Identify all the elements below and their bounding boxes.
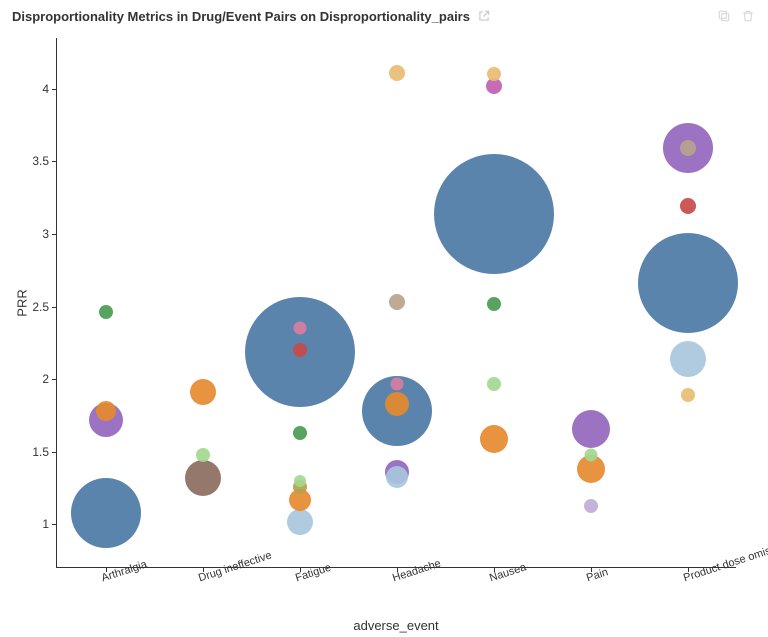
title-wrap: Disproportionality Metrics in Drug/Event… [12, 8, 492, 24]
data-point[interactable] [670, 341, 706, 377]
x-tick-label: Pain [585, 566, 610, 584]
data-point[interactable] [480, 425, 508, 453]
data-point[interactable] [680, 140, 696, 156]
data-point[interactable] [385, 392, 409, 416]
data-point[interactable] [584, 499, 598, 513]
data-point[interactable] [487, 67, 501, 81]
data-point[interactable] [638, 233, 738, 333]
data-point[interactable] [293, 426, 307, 440]
data-point[interactable] [389, 65, 405, 81]
data-point[interactable] [293, 343, 307, 357]
data-point[interactable] [293, 322, 306, 335]
data-point[interactable] [287, 509, 313, 535]
x-tick-label: Drug ineffective [197, 549, 273, 584]
plot-area: 11.522.533.54ArthralgiaDrug ineffectiveF… [56, 38, 736, 568]
chart-toolbar [716, 8, 756, 24]
data-point[interactable] [294, 475, 306, 487]
data-point[interactable] [391, 377, 404, 390]
data-point[interactable] [389, 294, 405, 310]
x-tick-label: Headache [391, 558, 442, 585]
data-point[interactable] [585, 448, 598, 461]
data-point[interactable] [96, 401, 116, 421]
delete-icon[interactable] [740, 8, 756, 24]
chart-frame: 11.522.533.54ArthralgiaDrug ineffectiveF… [12, 30, 756, 628]
data-point[interactable] [572, 410, 610, 448]
data-point[interactable] [190, 379, 216, 405]
external-link-icon[interactable] [476, 8, 492, 24]
x-tick-label: Nausea [488, 561, 528, 584]
x-tick-label: Product dose omission issue [682, 530, 768, 585]
data-point[interactable] [487, 297, 501, 311]
x-tick-label: Arthralgia [100, 558, 148, 584]
data-point[interactable] [99, 305, 113, 319]
data-point[interactable] [71, 478, 141, 548]
copy-icon[interactable] [716, 8, 732, 24]
data-point[interactable] [185, 460, 221, 496]
data-point[interactable] [196, 448, 210, 462]
data-point[interactable] [434, 154, 554, 274]
y-axis-title: PRR [15, 289, 30, 316]
x-axis-title: adverse_event [353, 618, 438, 633]
data-point[interactable] [386, 466, 408, 488]
chart-header: Disproportionality Metrics in Drug/Event… [12, 8, 756, 24]
data-point[interactable] [680, 198, 696, 214]
data-point[interactable] [487, 377, 501, 391]
data-point[interactable] [681, 388, 695, 402]
chart-title: Disproportionality Metrics in Drug/Event… [12, 9, 470, 24]
x-tick-label: Fatigue [294, 562, 333, 585]
